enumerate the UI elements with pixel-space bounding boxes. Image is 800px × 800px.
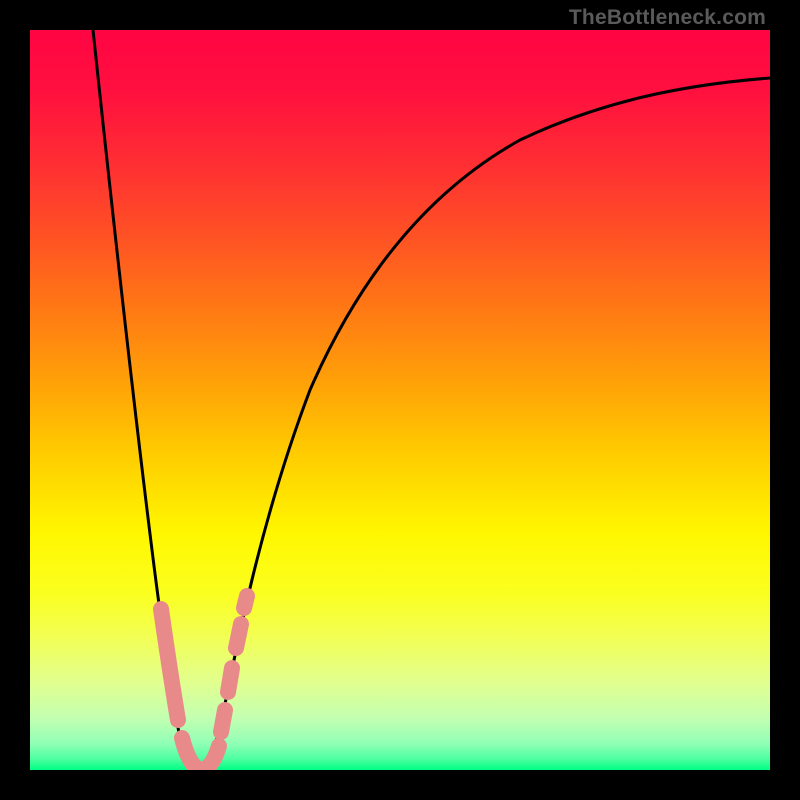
bead-seg-1 xyxy=(182,738,219,770)
bottleneck-curves xyxy=(93,30,770,770)
bead-seg-5 xyxy=(244,596,247,608)
plot-area xyxy=(30,30,770,770)
bead-seg-3 xyxy=(228,668,232,692)
bead-seg-2 xyxy=(221,710,225,732)
watermark-text: TheBottleneck.com xyxy=(569,6,766,30)
chart-frame: TheBottleneck.com xyxy=(0,0,800,800)
curve-right-branch xyxy=(207,78,770,770)
curve-layer xyxy=(30,30,770,770)
bead-seg-0 xyxy=(161,609,178,720)
bead-seg-4 xyxy=(236,624,241,648)
bead-overlay xyxy=(161,596,247,770)
